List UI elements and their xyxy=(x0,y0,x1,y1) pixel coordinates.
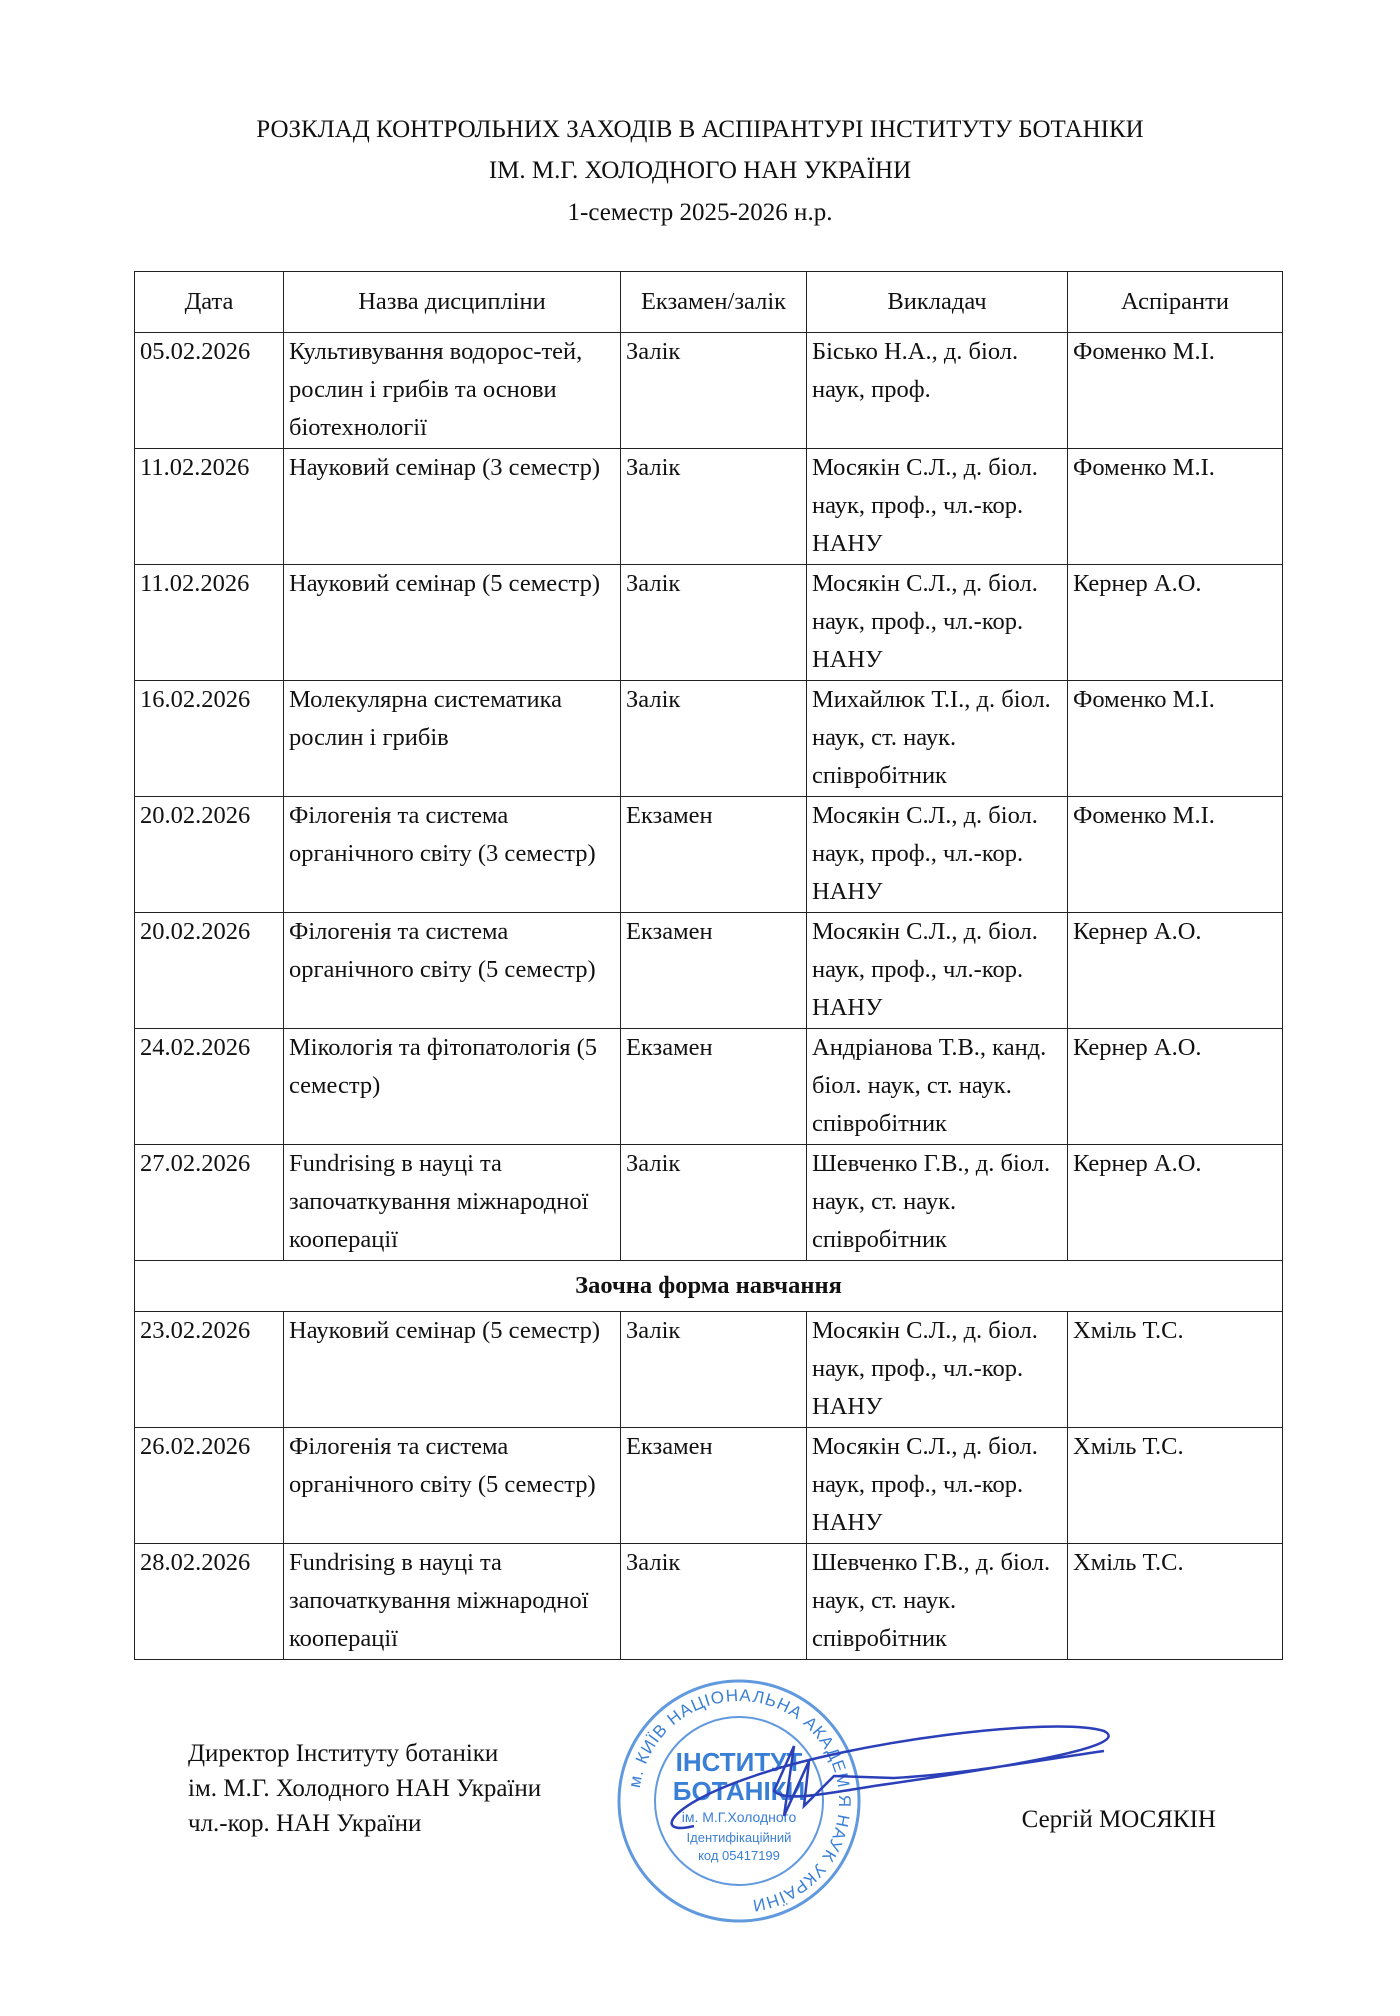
column-header: Дата xyxy=(134,271,284,333)
position-line: чл.-кор. НАН України xyxy=(188,1810,422,1837)
table-cell: Залік xyxy=(620,564,807,681)
table-cell: Андріанова Т.В., канд. біол. наук, ст. н… xyxy=(806,1028,1068,1145)
column-header: Аспіранти xyxy=(1067,271,1283,333)
table-row: 11.02.2026 Науковий семінар (5 семестр) За… xyxy=(134,564,1283,681)
table-row: 28.02.2026 Fundrising в науці та започатк… xyxy=(134,1543,1283,1660)
table-cell: Молекулярна систематика рослин і грибів xyxy=(283,680,621,797)
table-cell: Культивування водорос-тей, рослин і гриб… xyxy=(283,332,621,449)
table-cell: Залік xyxy=(620,1311,807,1428)
table-row: 16.02.2026 Молекулярна систематика рослин… xyxy=(134,680,1283,797)
table-cell: 27.02.2026 xyxy=(134,1144,284,1261)
table-cell: Хміль Т.С. xyxy=(1067,1427,1283,1544)
schedule-table: Дата Назва дисципліни Екзамен/залік Виклада… xyxy=(134,271,1283,1660)
table-cell: Кернер А.О. xyxy=(1067,564,1283,681)
table-cell: Мосякін С.Л., д. біол. наук, проф., чл.-… xyxy=(806,564,1068,681)
document-body: Дата Назва дисципліни Екзамен/залік Виклада… xyxy=(134,271,1283,2016)
table-cell: Мосякін С.Л., д. біол. наук, проф., чл.-… xyxy=(806,912,1068,1029)
table-cell: Фоменко М.І. xyxy=(1067,680,1283,797)
table-cell: Шевченко Г.В., д. біол. наук, ст. наук. … xyxy=(806,1144,1068,1261)
institute-stamp: м. КИЇВ НАЦІОНАЛЬНА АКАДЕМІЯ НАУК УКРАЇН… xyxy=(617,1679,861,1923)
table-cell: Мосякін С.Л., д. біол. наук, проф., чл.-… xyxy=(806,448,1068,565)
table-cell: 26.02.2026 xyxy=(134,1427,284,1544)
table-cell: Мосякін С.Л., д. біол. наук, проф., чл.-… xyxy=(806,1427,1068,1544)
table-cell: Фоменко М.І. xyxy=(1067,796,1283,913)
document-title-line2: ІМ. М.Г. ХОЛОДНОГО НАН УКРАЇНИ xyxy=(488,157,912,184)
table-cell: 20.02.2026 xyxy=(134,912,284,1029)
table-cell: 20.02.2026 xyxy=(134,796,284,913)
column-header: Викладач xyxy=(806,271,1068,333)
table-row: 05.02.2026 Культивування водорос-тей, рос… xyxy=(134,332,1283,449)
table-cell: Бісько Н.А., д. біол. наук, проф. xyxy=(806,332,1068,449)
table-row: 27.02.2026 Fundrising в науці та започатк… xyxy=(134,1144,1283,1261)
table-cell: 05.02.2026 xyxy=(134,332,284,449)
table-row: 24.02.2026 Мікологія та фітопатологія (5 … xyxy=(134,1028,1283,1145)
table-cell: Кернер А.О. xyxy=(1067,1144,1283,1261)
table-header-row: Дата Назва дисципліни Екзамен/залік Виклада… xyxy=(134,271,1283,333)
table-cell: 11.02.2026 xyxy=(134,564,284,681)
table-row: 20.02.2026 Філогенія та система органічно… xyxy=(134,912,1283,1029)
table-cell: Мосякін С.Л., д. біол. наук, проф., чл.-… xyxy=(806,796,1068,913)
table-cell: Хміль Т.С. xyxy=(1067,1311,1283,1428)
stamp-line: ім. М.Г.Холодного xyxy=(682,1809,797,1825)
document-title-line1: РОЗКЛАД КОНТРОЛЬНИХ ЗАХОДІВ В АСПІРАНТУР… xyxy=(256,116,1144,143)
table-cell: Науковий семінар (5 семестр) xyxy=(283,1311,621,1428)
table-cell: Залік xyxy=(620,1144,807,1261)
table-cell: Філогенія та система органічного світу (… xyxy=(283,796,621,913)
table-cell: 28.02.2026 xyxy=(134,1543,284,1660)
table-cell: Мосякін С.Л., д. біол. наук, проф., чл.-… xyxy=(806,1311,1068,1428)
table-cell: Філогенія та система органічного світу (… xyxy=(283,912,621,1029)
table-cell: 11.02.2026 xyxy=(134,448,284,565)
signature xyxy=(670,1725,1110,1830)
table-row: 11.02.2026 Науковий семінар (3 семестр) За… xyxy=(134,448,1283,565)
table-cell: Науковий семінар (5 семестр) xyxy=(283,564,621,681)
table-cell: Філогенія та система органічного світу (… xyxy=(283,1427,621,1544)
table-cell: Fundrising в науці та започаткування між… xyxy=(283,1144,621,1261)
table-cell: Михайлюк Т.І., д. біол. наук, ст. наук. … xyxy=(806,680,1068,797)
table-row: 26.02.2026 Філогенія та система органічно… xyxy=(134,1427,1283,1544)
table-cell: Екзамен xyxy=(620,912,807,1029)
table-cell: Екзамен xyxy=(620,796,807,913)
table-cell: Кернер А.О. xyxy=(1067,1028,1283,1145)
table-cell: 23.02.2026 xyxy=(134,1311,284,1428)
table-row: 23.02.2026 Науковий семінар (5 семестр) За… xyxy=(134,1311,1283,1428)
column-header: Назва дисципліни xyxy=(283,271,621,333)
table-cell: Мікологія та фітопатологія (5 семестр) xyxy=(283,1028,621,1145)
document-subtitle: 1-семестр 2025-2026 н.р. xyxy=(567,199,833,226)
table-cell: Фоменко М.І. xyxy=(1067,448,1283,565)
table-cell: Фоменко М.І. xyxy=(1067,332,1283,449)
table-cell: 24.02.2026 xyxy=(134,1028,284,1145)
signatory-position: Директор Інституту ботаніки ім. М.Г. Хол… xyxy=(188,1736,541,1841)
section-header: Заочна форма навчання xyxy=(134,1260,1283,1312)
table-cell: Науковий семінар (3 семестр) xyxy=(283,448,621,565)
position-line: Директор Інституту ботаніки xyxy=(188,1740,499,1767)
table-cell: Залік xyxy=(620,1543,807,1660)
position-line: ім. М.Г. Холодного НАН України xyxy=(188,1775,542,1802)
column-header: Екзамен/залік xyxy=(620,271,807,333)
table-cell: Залік xyxy=(620,680,807,797)
table-cell: Шевченко Г.В., д. біол. наук, ст. наук. … xyxy=(806,1543,1068,1660)
table-cell: Хміль Т.С. xyxy=(1067,1543,1283,1660)
table-cell: Екзамен xyxy=(620,1427,807,1544)
signatory-name: Сергій МОСЯКІН xyxy=(1021,1806,1216,1833)
table-cell: Залік xyxy=(620,332,807,449)
table-row: 20.02.2026 Філогенія та система органічно… xyxy=(134,796,1283,913)
section-row: Заочна форма навчання xyxy=(134,1260,1283,1312)
signature-block: м. КИЇВ НАЦІОНАЛЬНА АКАДЕМІЯ НАУК УКРАЇН… xyxy=(134,1679,1282,2016)
table-cell: Екзамен xyxy=(620,1028,807,1145)
table-cell: Кернер А.О. xyxy=(1067,912,1283,1029)
stamp-line: Ідентифікаційний xyxy=(687,1830,792,1845)
stamp-line: код 05417199 xyxy=(698,1848,780,1863)
table-cell: 16.02.2026 xyxy=(134,680,284,797)
table-cell: Fundrising в науці та започаткування між… xyxy=(283,1543,621,1660)
table-cell: Залік xyxy=(620,448,807,565)
